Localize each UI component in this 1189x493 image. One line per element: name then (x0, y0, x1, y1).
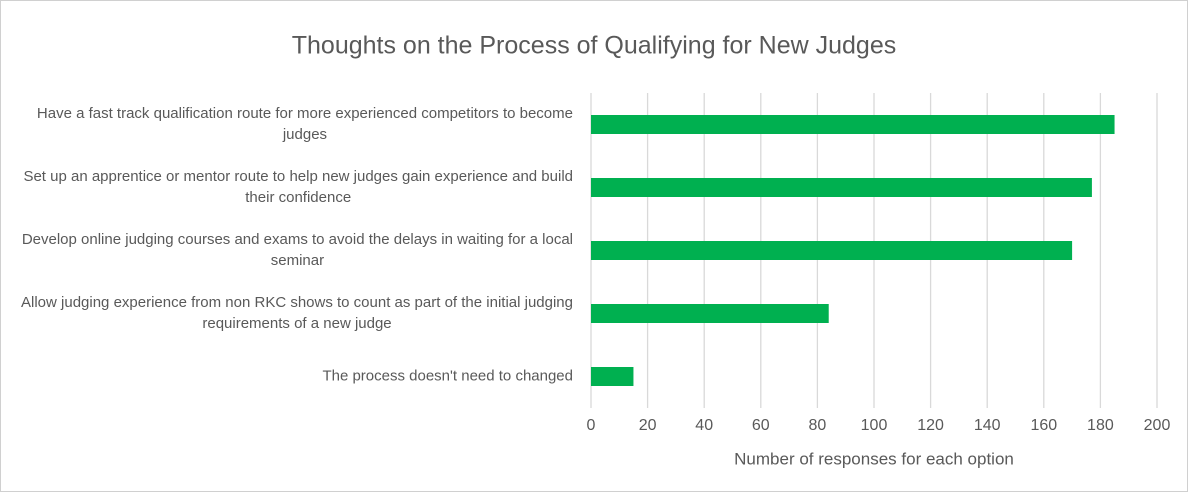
x-axis-title: Number of responses for each option (734, 449, 1014, 468)
x-tick-label: 100 (861, 417, 888, 434)
x-tick-label: 180 (1087, 417, 1114, 434)
x-tick-label: 120 (917, 417, 944, 434)
bar (591, 241, 1073, 260)
x-tick-label: 80 (809, 417, 827, 434)
x-tick-label: 160 (1030, 417, 1057, 434)
x-tick-label: 0 (587, 417, 596, 434)
y-tick-label: Set up an apprentice or mentor route to … (23, 168, 573, 206)
y-tick-label: The process doesn't need to changed (322, 367, 573, 384)
x-tick-label: 40 (695, 417, 713, 434)
bar (591, 367, 634, 386)
x-tick-label: 140 (974, 417, 1001, 434)
chart-title: Thoughts on the Process of Qualifying fo… (292, 32, 897, 60)
x-tick-label: 20 (639, 417, 657, 434)
bar (591, 178, 1092, 197)
x-tick-label: 200 (1144, 417, 1171, 434)
y-tick-label: Have a fast track qualification route fo… (37, 105, 573, 143)
y-tick-label: Allow judging experience from non RKC sh… (21, 294, 573, 332)
x-tick-label: 60 (752, 417, 770, 434)
bar (591, 304, 829, 323)
bar (591, 115, 1115, 134)
y-tick-label: Develop online judging courses and exams… (22, 231, 573, 269)
